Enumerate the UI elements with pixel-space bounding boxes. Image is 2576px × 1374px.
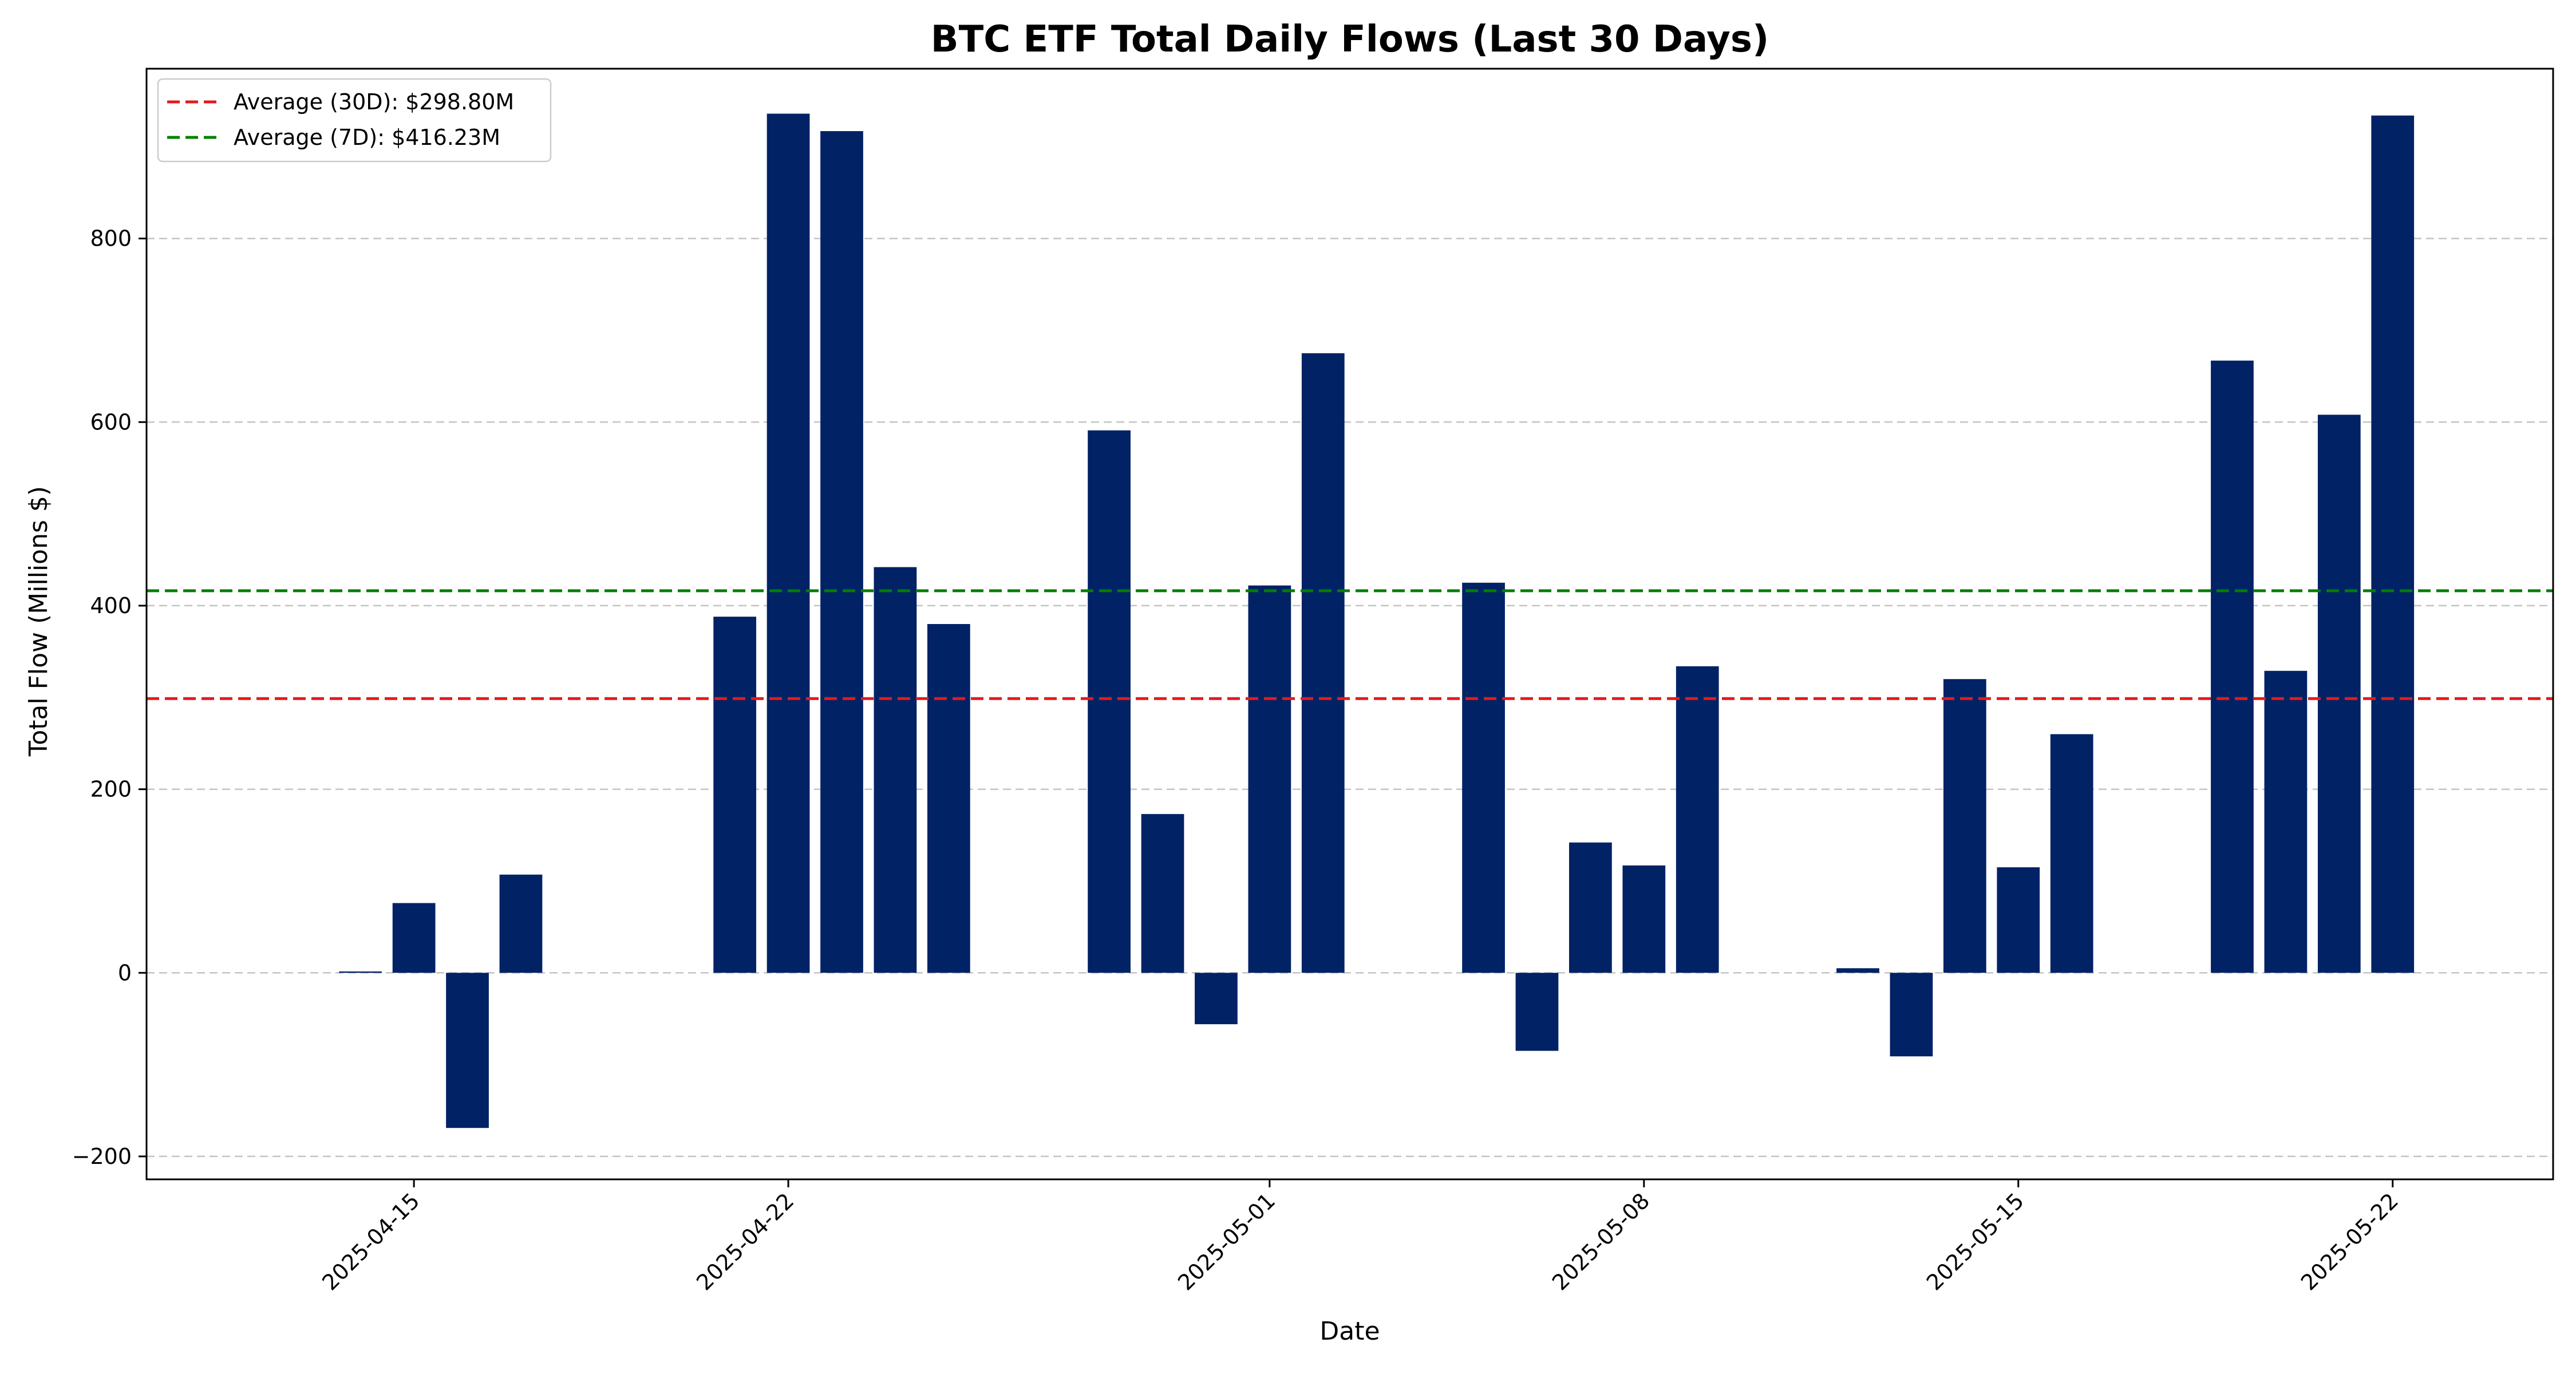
bar: [1515, 973, 1559, 1051]
y-axis-ticks: −200 0 200 400 600 800: [72, 226, 147, 1169]
legend-label: Average (30D): $298.80M: [234, 89, 514, 114]
x-tick-label: 2025-04-22: [692, 1188, 799, 1295]
bar: [2317, 414, 2361, 973]
bar: [1301, 353, 1345, 973]
y-tick-label: −200: [72, 1144, 132, 1169]
bar: [767, 113, 810, 973]
y-tick-label: 200: [90, 777, 132, 802]
bar: [1195, 973, 1238, 1025]
chart-title: BTC ETF Total Daily Flows (Last 30 Days): [931, 18, 1769, 61]
bar: [499, 874, 543, 973]
legend-label: Average (7D): $416.23M: [234, 125, 500, 150]
y-tick-label: 600: [90, 409, 132, 435]
bar: [713, 617, 757, 973]
x-tick-label: 2025-05-01: [1173, 1188, 1280, 1295]
x-axis-ticks: 2025-04-15 2025-04-22 2025-05-01 2025-05-08…: [317, 1179, 2403, 1296]
bar: [927, 624, 970, 973]
x-tick-label: 2025-05-15: [1922, 1188, 2029, 1295]
bar: [392, 903, 436, 973]
bar: [1622, 865, 1666, 973]
reference-lines: [147, 589, 2553, 700]
y-tick-label: 0: [118, 960, 132, 985]
bar: [1890, 973, 1933, 1057]
bars: [339, 113, 2415, 1128]
bar: [2264, 670, 2308, 973]
bar: [1836, 968, 1879, 973]
grid-layer: [147, 238, 2553, 1158]
bar: [1569, 842, 1612, 973]
y-tick-label: 800: [90, 226, 132, 251]
x-tick-label: 2025-05-08: [1547, 1188, 1654, 1295]
bar: [446, 973, 489, 1128]
x-tick-label: 2025-04-15: [317, 1188, 424, 1295]
bar: [339, 971, 382, 973]
bar: [874, 567, 917, 973]
bar: [2050, 734, 2093, 973]
legend: Average (30D): $298.80M Average (7D): $41…: [157, 78, 552, 163]
bar: [1676, 666, 1719, 973]
bar: [1088, 430, 1131, 973]
y-axis-label: Total Flow (Millions $): [24, 486, 53, 757]
bar: [2211, 360, 2254, 973]
bar: [1141, 814, 1184, 973]
bar: [1943, 679, 1986, 973]
bar: [820, 131, 863, 973]
bar: [1462, 582, 1505, 973]
legend-box: [157, 78, 552, 163]
bar: [2371, 115, 2415, 973]
x-tick-label: 2025-05-22: [2296, 1188, 2403, 1295]
bar: [1248, 585, 1291, 973]
bar: [1997, 867, 2040, 973]
plot-frame: [145, 68, 2554, 1180]
x-axis-label: Date: [1319, 1317, 1380, 1346]
y-tick-label: 400: [90, 593, 132, 618]
